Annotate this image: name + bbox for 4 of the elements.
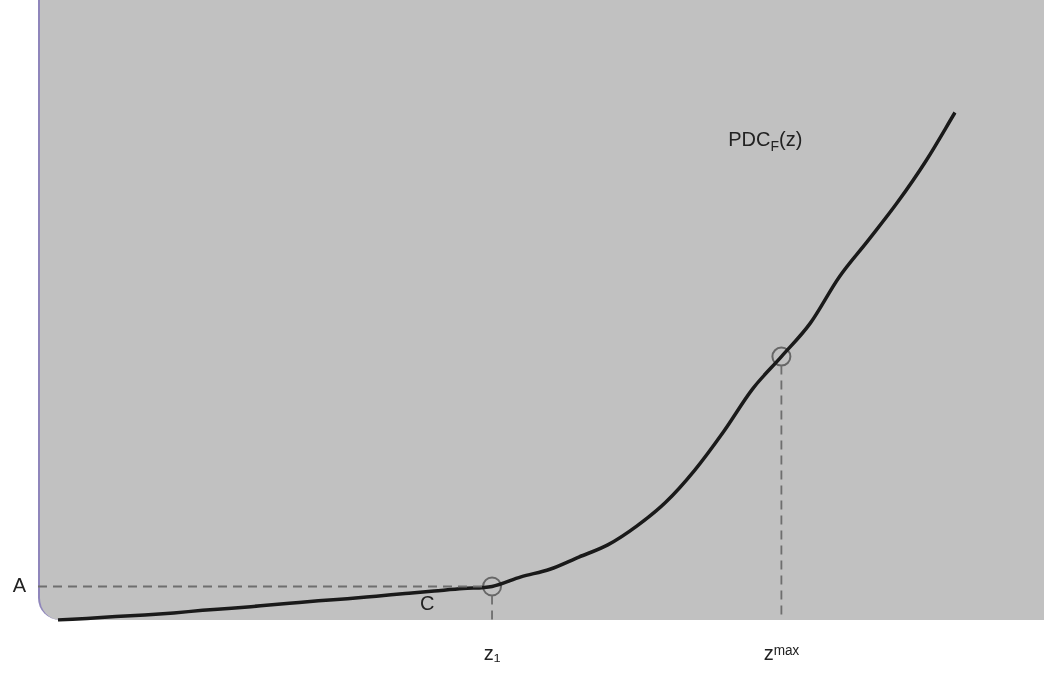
x-tick-label: z₁ [483,641,501,664]
ref-line-label: A [12,574,27,597]
x-tick-label: zᵐᵃˣ [763,641,800,664]
annotation: C [420,591,435,614]
